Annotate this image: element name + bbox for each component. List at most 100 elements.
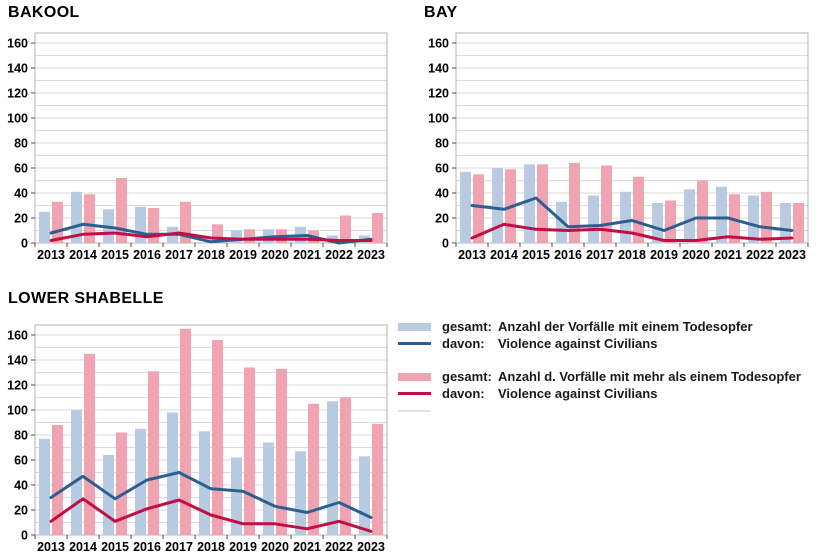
- y-tick-label: 60: [14, 454, 28, 468]
- y-tick-label: 100: [7, 112, 28, 126]
- y-tick-label: 160: [7, 37, 28, 51]
- y-tick-label: 140: [7, 354, 28, 368]
- bar: [180, 328, 191, 536]
- bar: [148, 371, 159, 536]
- x-tick-label: 2019: [650, 248, 678, 262]
- bar: [295, 451, 306, 536]
- x-tick-label: 2018: [618, 248, 646, 262]
- x-tick-label: 2016: [133, 540, 161, 554]
- line-series: [49, 497, 373, 533]
- bar: [473, 174, 484, 244]
- y-tick-label: 160: [7, 329, 28, 343]
- bar: [327, 401, 338, 536]
- x-tick-label: 2021: [293, 540, 321, 554]
- bay-chart: 0 20 40 60 80 100 120 140 160 2013 2014 2015 2016 201…: [428, 32, 809, 262]
- legend-prefix: gesamt:: [442, 369, 492, 384]
- legend-item-multi-vac: davon: Violence against Civilians: [398, 385, 824, 402]
- bar: [180, 201, 191, 244]
- x-tick-label: 2016: [554, 248, 582, 262]
- bar: [340, 397, 351, 535]
- y-tick-label: 40: [14, 187, 28, 201]
- x-tick-label: 2014: [69, 248, 97, 262]
- bar: [84, 353, 95, 536]
- x-tick-label: 2017: [586, 248, 614, 262]
- x-tick-label: 2013: [37, 248, 65, 262]
- legend-item-extra: [398, 402, 824, 419]
- x-tick-label: 2015: [522, 248, 550, 262]
- bar: [212, 340, 223, 535]
- y-tick-label: 40: [435, 187, 449, 201]
- bar: [748, 195, 759, 243]
- y-tick-label: 60: [14, 162, 28, 176]
- bar: [569, 163, 580, 243]
- legend-swatch-line-blue: [398, 342, 431, 345]
- bar: [372, 213, 383, 243]
- x-tick-label: 2020: [261, 248, 289, 262]
- y-tick-label: 80: [14, 429, 28, 443]
- y-tick-label: 120: [428, 87, 449, 101]
- legend-swatch-bar-blue: [398, 322, 431, 331]
- x-tick-label: 2016: [133, 248, 161, 262]
- x-tick-label: 2019: [229, 540, 257, 554]
- bar: [780, 203, 791, 243]
- x-tick-label: 2021: [293, 248, 321, 262]
- bar: [39, 211, 50, 244]
- bar: [716, 186, 727, 244]
- plot-border: [34, 324, 388, 536]
- x-tick-label: 2015: [101, 540, 129, 554]
- x-tick-label: 2018: [197, 248, 225, 262]
- y-tick-label: 100: [7, 404, 28, 418]
- bar: [620, 191, 631, 244]
- y-tick-label: 120: [7, 379, 28, 393]
- line-series: [470, 222, 794, 242]
- legend-swatch-gray-line: [398, 409, 431, 412]
- plot-border: [455, 32, 809, 244]
- x-tick-label: 2018: [197, 540, 225, 554]
- bar: [212, 224, 223, 244]
- line-series: [49, 471, 373, 519]
- legend-item-single-vac: davon: Violence against Civilians: [398, 335, 824, 352]
- x-tick-label: 2019: [229, 248, 257, 262]
- x-tick-label: 2020: [261, 540, 289, 554]
- y-tick-label: 120: [7, 87, 28, 101]
- x-tick-label: 2017: [165, 540, 193, 554]
- x-tick-label: 2023: [778, 248, 806, 262]
- bar: [84, 194, 95, 244]
- y-tick-label: 40: [14, 479, 28, 493]
- bar: [340, 215, 351, 243]
- x-tick-label: 2013: [458, 248, 486, 262]
- bar: [231, 457, 242, 535]
- bar: [52, 425, 63, 535]
- x-tick-label: 2020: [682, 248, 710, 262]
- bar: [135, 428, 146, 536]
- y-tick-label: 140: [7, 62, 28, 76]
- bar: [116, 178, 127, 243]
- x-tick-label: 2022: [325, 540, 353, 554]
- bar: [359, 456, 370, 536]
- bar: [684, 189, 695, 244]
- y-tick-label: 0: [21, 237, 28, 251]
- legend-label: Violence against Civilians: [498, 336, 658, 351]
- legend-label: Anzahl d. Vorfälle mit mehr als einem To…: [498, 369, 801, 384]
- bakool-chart: 0 20 40 60 80 100 120 140 160 2013 2014 2015 2016 201…: [7, 32, 388, 262]
- x-tick-label: 2023: [357, 540, 385, 554]
- bar: [308, 403, 319, 536]
- x-tick-label: 2022: [325, 248, 353, 262]
- y-tick-label: 80: [14, 137, 28, 151]
- bar: [135, 206, 146, 244]
- y-tick-label: 80: [435, 137, 449, 151]
- y-tick-label: 160: [428, 37, 449, 51]
- y-tick-label: 20: [14, 212, 28, 226]
- bar: [761, 191, 772, 244]
- y-tick-label: 0: [21, 529, 28, 543]
- y-tick-label: 140: [428, 62, 449, 76]
- chart-title-lower-shabelle: LOWER SHABELLE: [8, 290, 164, 307]
- line-series: [470, 196, 794, 232]
- x-tick-label: 2021: [714, 248, 742, 262]
- x-tick-label: 2022: [746, 248, 774, 262]
- bar: [601, 165, 612, 243]
- line-series: [49, 231, 373, 242]
- y-tick-label: 20: [14, 504, 28, 518]
- legend: gesamt: Anzahl der Vorfälle mit einem To…: [398, 318, 824, 419]
